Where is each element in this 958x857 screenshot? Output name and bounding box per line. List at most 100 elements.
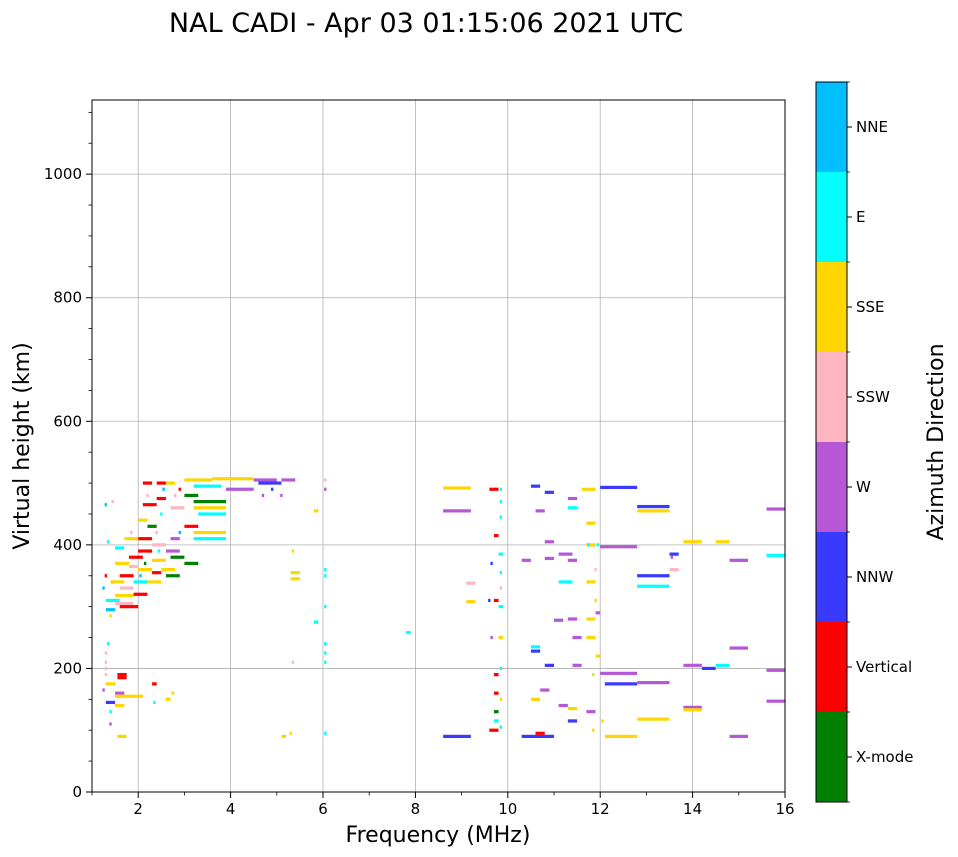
colorbar-segment (816, 532, 847, 622)
colorbar-label: Azimuth Direction (924, 343, 949, 540)
echo-segment (729, 734, 749, 738)
echo-segment (406, 630, 411, 635)
echo-segment (581, 487, 596, 491)
echo-point (178, 487, 181, 491)
echo-segment (184, 561, 199, 565)
echo-segment (281, 478, 296, 482)
y-tick-label: 600 (53, 412, 82, 430)
echo-segment (729, 558, 749, 562)
echo-point (324, 478, 327, 482)
echo-segment (544, 663, 554, 667)
echo-segment (117, 676, 127, 680)
echo-segment (637, 584, 670, 588)
colorbar-segment (816, 352, 847, 442)
echo-segment (466, 600, 476, 604)
echo-point (601, 719, 604, 723)
plot-area: 2 4 6 8 10 12 14 16 0 200 400 600 800 1000 (44, 99, 795, 818)
echo-segment (156, 496, 166, 501)
echo-segment (498, 635, 504, 640)
echo-segment (766, 553, 785, 557)
echo-segment (138, 518, 148, 522)
echo-point (104, 651, 108, 655)
y-tick-label: 200 (53, 659, 82, 677)
echo-segment (493, 673, 499, 677)
echo-point (324, 487, 327, 491)
echo-point (592, 728, 595, 732)
echo-segment (493, 533, 499, 538)
echo-point (104, 574, 108, 578)
echo-segment (540, 688, 550, 692)
colorbar-tick-label: W (856, 478, 871, 496)
echo-segment (530, 697, 541, 701)
echo-segment (193, 506, 226, 510)
echo-segment (586, 580, 596, 584)
echo-segment (586, 635, 596, 640)
x-tick-label: 14 (683, 800, 702, 818)
echo-segment (637, 681, 670, 685)
echo-segment (558, 703, 568, 708)
colorbar-segment (816, 82, 847, 172)
colorbar-tick-label: SSW (856, 388, 890, 406)
echo-segment (489, 728, 499, 732)
echo-segment (115, 561, 129, 565)
echo-segment (138, 567, 153, 572)
echo-segment (165, 481, 176, 485)
colorbar-tick-label: SSE (856, 298, 885, 316)
echo-point (291, 549, 295, 553)
echo-segment (600, 545, 638, 549)
echo-point (270, 487, 274, 491)
echo-point (670, 555, 674, 559)
echo-point (111, 500, 114, 504)
echo-segment (604, 734, 638, 738)
echo-point (587, 543, 590, 547)
echo-segment (198, 512, 226, 516)
echo-segment (115, 593, 134, 598)
y-axis-label: Virtual height (km) (10, 342, 35, 549)
echo-point (162, 487, 165, 491)
echo-segment (498, 605, 504, 609)
echo-point (499, 697, 503, 701)
echo-segment (521, 558, 531, 562)
x-tick-label: 4 (226, 800, 236, 818)
echo-point (324, 642, 327, 646)
echo-segment (489, 487, 499, 491)
echo-segment (567, 719, 578, 723)
echo-segment (115, 546, 125, 550)
echo-segment (715, 663, 730, 667)
echo-segment (567, 617, 578, 621)
echo-segment (152, 543, 166, 547)
echo-point (130, 530, 133, 535)
echo-segment (554, 618, 564, 622)
echo-segment (530, 645, 541, 649)
echo-segment (683, 705, 702, 709)
echo-segment (313, 509, 319, 513)
colorbar-segment (816, 712, 847, 802)
echo-segment (170, 506, 185, 510)
echo-segment (535, 509, 545, 513)
echo-segment (558, 552, 573, 556)
echo-point (171, 691, 175, 695)
echo-point (173, 493, 177, 498)
echo-point (499, 500, 503, 504)
x-tick-label: 2 (133, 800, 143, 818)
echo-segment (165, 697, 171, 701)
echo-segment (117, 734, 127, 738)
echo-segment (152, 682, 157, 686)
echo-segment (544, 490, 554, 494)
echo-segment (193, 537, 226, 541)
echo-point (104, 666, 108, 671)
echo-segment (567, 496, 578, 501)
x-tick-label: 8 (411, 800, 421, 818)
echo-segment (715, 540, 730, 544)
echo-segment (586, 617, 596, 621)
echo-segment (225, 487, 254, 491)
echo-segment (110, 580, 125, 584)
echo-segment (184, 524, 199, 528)
echo-segment (105, 608, 116, 612)
echo-segment (493, 691, 499, 695)
echo-point (596, 543, 600, 547)
echo-segment (115, 601, 134, 606)
echo-segment (637, 509, 670, 513)
echo-segment (193, 500, 226, 504)
